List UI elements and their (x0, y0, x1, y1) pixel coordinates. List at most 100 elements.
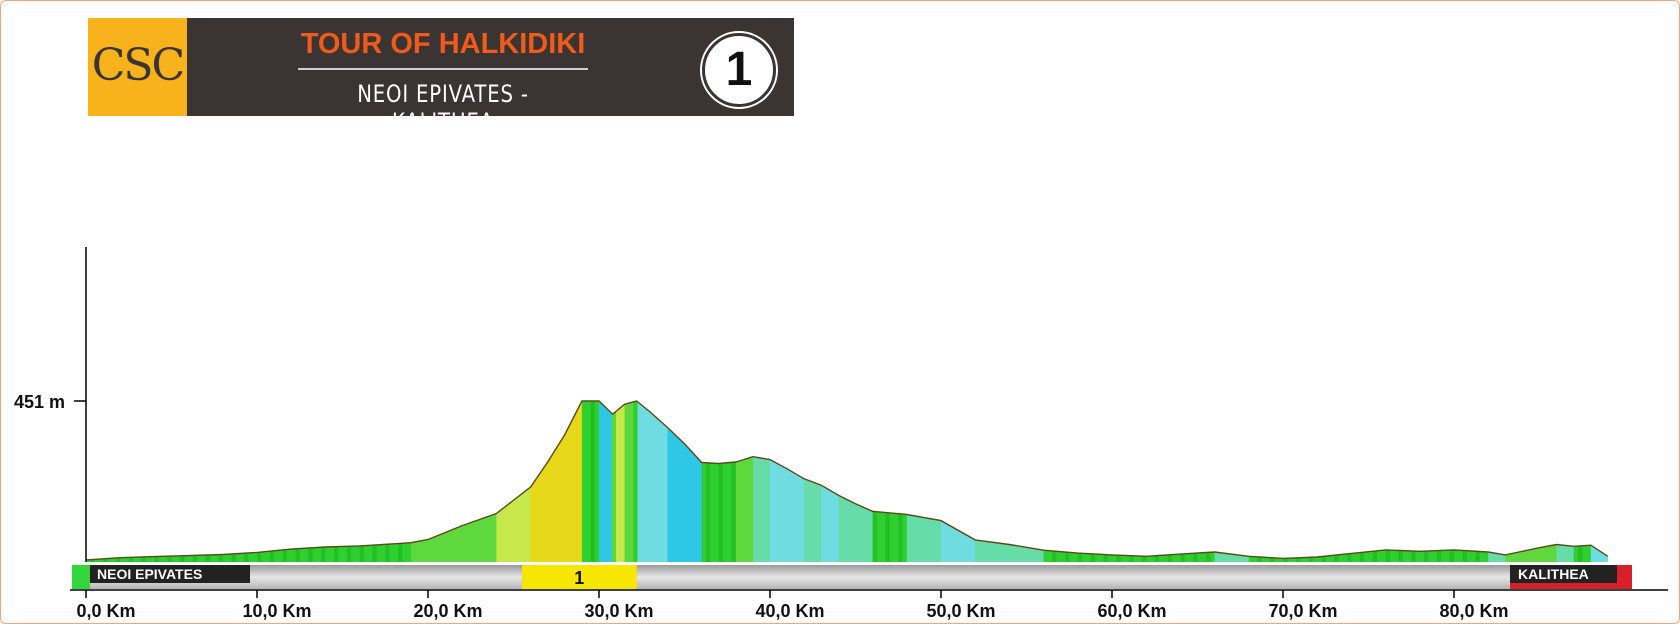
elevation-segment (1214, 401, 1220, 562)
elevation-segment (616, 401, 621, 562)
elevation-segment (1424, 401, 1429, 562)
elevation-segment (590, 401, 596, 562)
elevation-segment (842, 401, 848, 562)
elevation-segment (757, 401, 763, 562)
elevation-segment (1428, 401, 1434, 562)
race-title: TOUR OF HALKIDIKI (300, 28, 586, 60)
elevation-segment (1163, 401, 1169, 562)
elevation-segment (543, 401, 549, 562)
elevation-segment (748, 401, 754, 562)
elevation-segment (919, 401, 925, 562)
elevation-segment (483, 401, 489, 562)
elevation-segment (1013, 401, 1019, 562)
elevation-segment (676, 401, 681, 562)
elevation-segment (1283, 401, 1288, 562)
elevation-area (86, 401, 1608, 562)
elevation-segment (1103, 401, 1109, 562)
elevation-segment (214, 401, 220, 562)
elevation-segment (479, 401, 485, 562)
elevation-segment (1278, 401, 1284, 562)
elevation-segment (838, 401, 844, 562)
elevation-segment (346, 401, 352, 562)
elevation-segment (351, 401, 356, 562)
elevation-segment (133, 401, 138, 562)
finish-label-bg (1510, 565, 1632, 583)
elevation-segment (872, 401, 878, 562)
elevation-segment (274, 401, 279, 562)
elevation-segment (410, 401, 416, 562)
elevation-segment (906, 401, 912, 562)
elevation-segment (381, 401, 386, 562)
elevation-segment (1077, 401, 1083, 562)
elevation-segment (1005, 401, 1010, 562)
elevation-segment (1056, 401, 1062, 562)
elevation-segment (137, 401, 143, 562)
elevation-segment (1146, 401, 1152, 562)
elevation-segment (804, 401, 810, 562)
elevation-segment (1116, 401, 1122, 562)
elevation-segment (1197, 401, 1203, 562)
elevation-segment (1167, 401, 1173, 562)
elevation-segment (1535, 401, 1541, 562)
elevation-segment (227, 401, 232, 562)
elevation-segment (1124, 401, 1130, 562)
elevation-segment (1112, 401, 1117, 562)
elevation-segment (1389, 401, 1395, 562)
elevation-segment (201, 401, 207, 562)
elevation-segment (261, 401, 267, 562)
elevation-segment (1022, 401, 1028, 562)
elevation-segment (1321, 401, 1327, 562)
elevation-segment (1522, 401, 1528, 562)
elevation-segment (1201, 401, 1207, 562)
elevation-segment (962, 401, 968, 562)
elevation-segment (150, 401, 155, 562)
elevation-segment (799, 401, 805, 562)
elevation-segment (1047, 401, 1053, 562)
elevation-segment (988, 401, 993, 562)
elevation-segment (222, 401, 228, 562)
elevation-segment (1274, 401, 1280, 562)
elevation-segment (304, 401, 309, 562)
elevation-segment (1218, 401, 1224, 562)
x-tick-label: 80,0 Km (1439, 601, 1508, 621)
elevation-segment (667, 401, 673, 562)
elevation-segment (932, 401, 938, 562)
elevation-segment (1599, 401, 1605, 562)
elevation-segment (162, 401, 168, 562)
elevation-segment (432, 401, 438, 562)
elevation-segment (1531, 401, 1536, 562)
elevation-segment (252, 401, 258, 562)
elevation-segment (611, 401, 617, 562)
elevation-segment (1300, 401, 1305, 562)
elevation-segment (996, 401, 1002, 562)
elevation-segment (1526, 401, 1532, 562)
elevation-segment (936, 401, 942, 562)
elevation-segment (154, 401, 160, 562)
elevation-segment (1026, 401, 1032, 562)
elevation-segment (731, 401, 737, 562)
elevation-segment (539, 401, 545, 562)
elevation-segment (688, 401, 694, 562)
elevation-segment (1565, 401, 1571, 562)
elevation-segment (1171, 401, 1177, 562)
elevation-segment (829, 401, 835, 562)
elevation-segment (1223, 401, 1229, 562)
elevation-segment (504, 401, 510, 562)
elevation-segment (1244, 401, 1250, 562)
elevation-segment (641, 401, 647, 562)
elevation-segment (107, 401, 113, 562)
elevation-segment (650, 401, 656, 562)
finish-label: KALITHEA (1518, 566, 1589, 582)
elevation-segment (111, 401, 117, 562)
x-tick-label: 60,0 Km (1097, 601, 1166, 621)
elevation-segment (120, 401, 126, 562)
elevation-segment (680, 401, 686, 562)
elevation-segment (445, 401, 450, 562)
elevation-segment (1206, 401, 1211, 562)
elevation-segment (192, 401, 198, 562)
elevation-segment (915, 401, 921, 562)
elevation-segment (1496, 401, 1502, 562)
elevation-segment (1471, 401, 1476, 562)
elevation-segment (1304, 401, 1310, 562)
stage-badge: 1 (702, 33, 776, 107)
